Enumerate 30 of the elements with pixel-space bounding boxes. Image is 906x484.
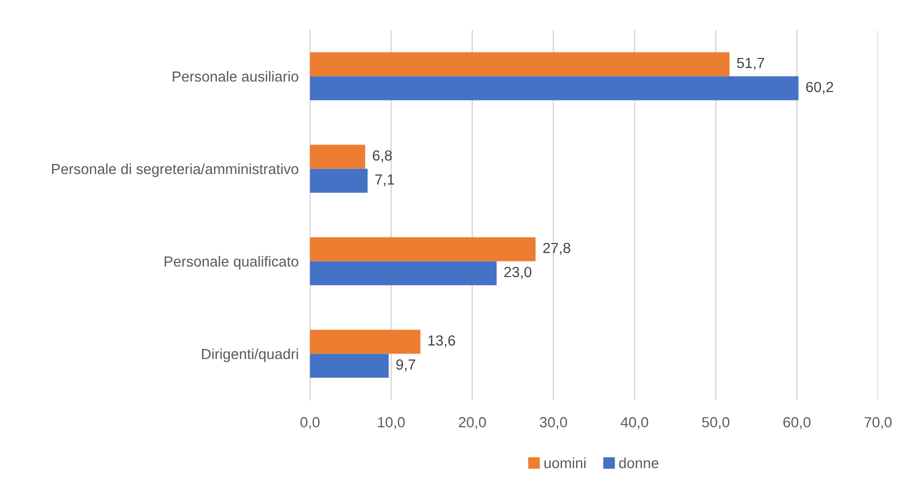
bar xyxy=(310,261,497,286)
data-label: 13,6 xyxy=(428,335,456,348)
legend-label: donne xyxy=(619,458,658,468)
y-tick-label: Personale ausiliario xyxy=(172,70,298,82)
legend-label: uomini xyxy=(544,458,586,468)
data-label: 6,8 xyxy=(372,150,392,162)
x-tick-label: 70,0 xyxy=(864,417,892,430)
bar xyxy=(310,330,420,354)
data-label: 23,0 xyxy=(504,266,532,279)
bar xyxy=(310,168,368,193)
x-tick-label: 0,0 xyxy=(300,417,320,430)
x-tick-label: 40,0 xyxy=(620,417,648,430)
x-tick-label: 50,0 xyxy=(702,417,730,430)
bar xyxy=(310,354,389,378)
x-tick-label: 10,0 xyxy=(378,417,405,430)
bar xyxy=(310,144,366,169)
y-tick-label: Personale di segreteria/amministrativo xyxy=(52,163,298,178)
data-label: 7,1 xyxy=(375,174,394,186)
bar xyxy=(310,52,730,76)
y-tick-label: Personale qualificato xyxy=(164,256,298,270)
y-tick-label: Dirigenti/quadri xyxy=(202,348,298,362)
data-label: 60,2 xyxy=(806,82,834,94)
x-tick-label: 30,0 xyxy=(540,417,568,430)
data-label: 27,8 xyxy=(543,242,570,255)
bar xyxy=(310,76,798,100)
data-label: 51,7 xyxy=(737,58,764,70)
bar xyxy=(310,237,536,262)
data-label: 9,7 xyxy=(396,359,416,372)
x-tick-label: 20,0 xyxy=(458,417,486,430)
x-tick-label: 60,0 xyxy=(783,417,810,430)
